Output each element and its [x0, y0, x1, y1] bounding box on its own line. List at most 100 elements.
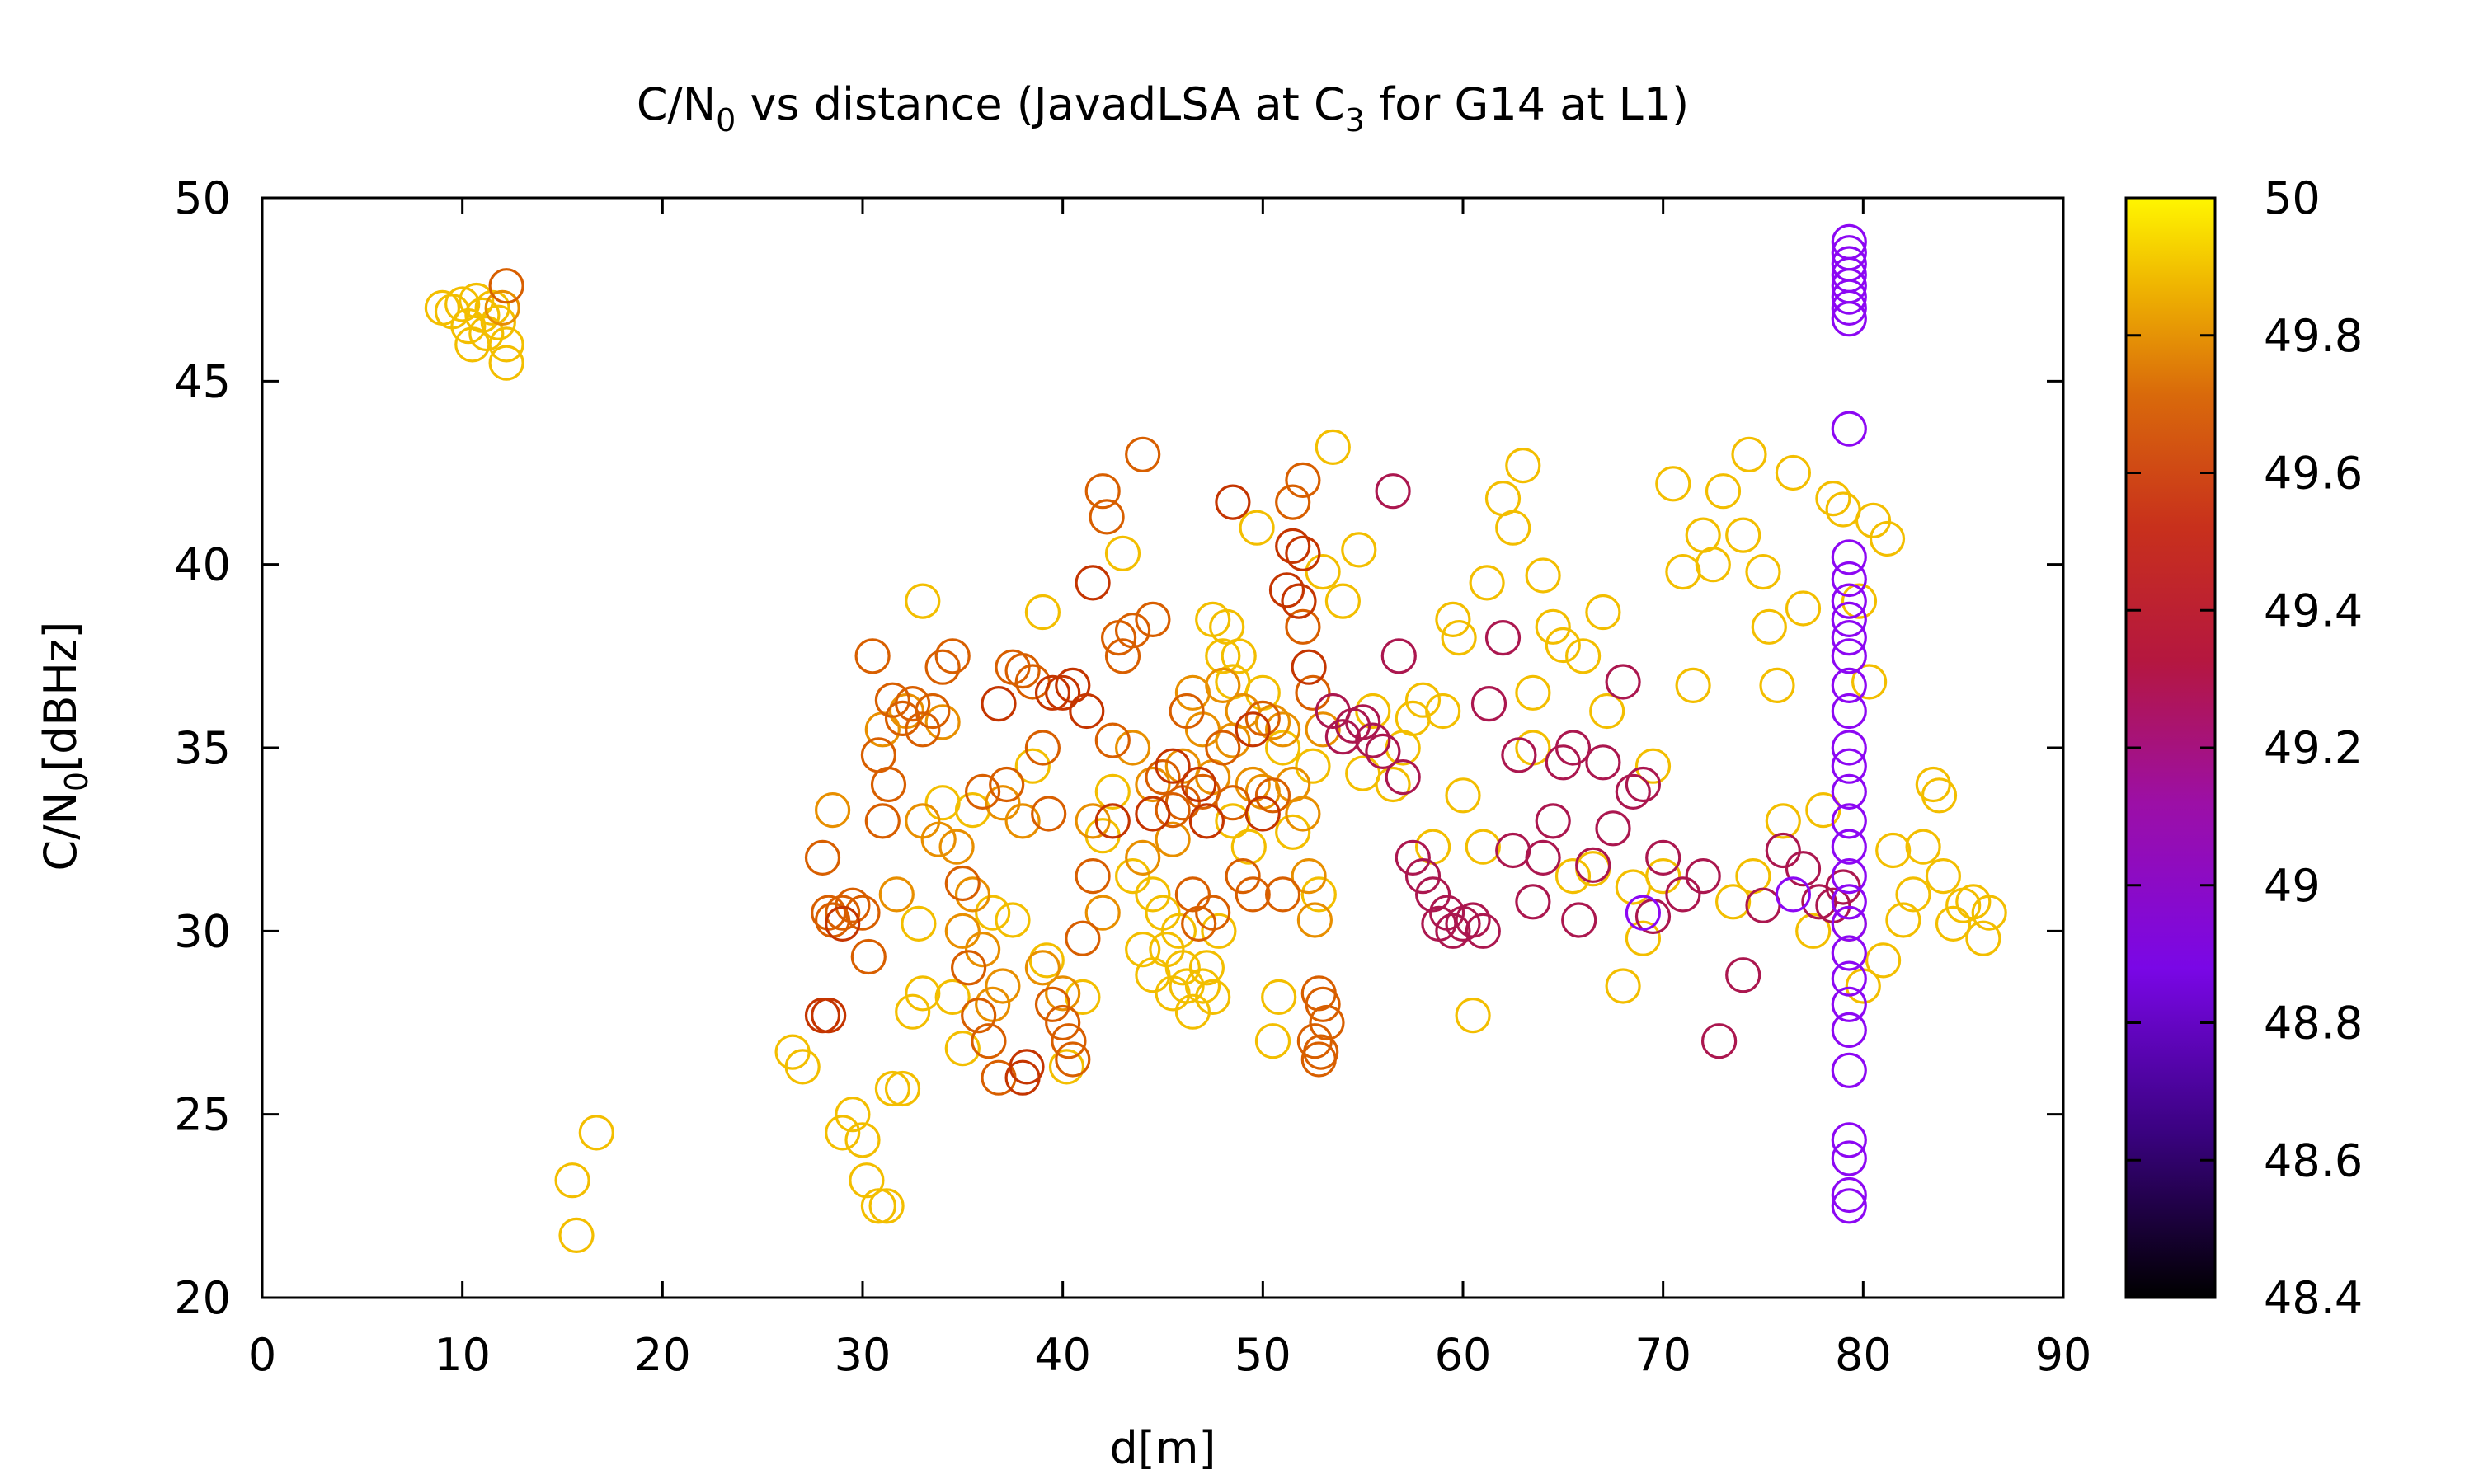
data-point — [1014, 748, 1051, 784]
data-point — [1455, 902, 1491, 938]
data-point — [1295, 674, 1331, 711]
data-point — [1205, 730, 1241, 766]
data-point — [1759, 667, 1795, 704]
data-point — [1104, 638, 1141, 674]
data-point — [944, 913, 981, 949]
data-point — [1465, 913, 1501, 949]
colorbar-tick-label: 50 — [2264, 172, 2321, 224]
data-point — [1785, 590, 1822, 627]
data-point — [950, 950, 987, 986]
data-point — [1244, 700, 1281, 737]
data-point — [995, 902, 1031, 938]
data-point — [1315, 429, 1351, 466]
data-point — [1921, 777, 1958, 814]
data-point — [1365, 733, 1401, 770]
data-point — [924, 649, 961, 685]
data-point — [1841, 583, 1878, 619]
data-point — [1164, 950, 1201, 986]
colorbar-tick-label: 49.4 — [2264, 585, 2363, 636]
data-point — [1285, 796, 1321, 832]
data-point — [1585, 744, 1621, 781]
data-point — [1435, 601, 1471, 638]
data-point — [1831, 829, 1867, 865]
data-point — [1795, 913, 1832, 949]
data-point — [1069, 693, 1105, 730]
data-point — [1174, 674, 1211, 711]
data-point — [1264, 730, 1301, 766]
data-point — [1184, 968, 1221, 1004]
data-point — [1114, 857, 1151, 895]
data-point — [1484, 480, 1522, 517]
data-point — [1615, 773, 1651, 810]
data-point — [1831, 1052, 1867, 1088]
data-point — [1855, 502, 1892, 538]
data-point — [1525, 839, 1561, 876]
data-point — [849, 1162, 885, 1199]
data-point — [1685, 857, 1721, 895]
data-point — [814, 791, 851, 829]
data-point — [1089, 499, 1125, 535]
data-point — [1264, 876, 1301, 913]
data-point — [1515, 674, 1551, 711]
data-point — [1094, 773, 1131, 810]
data-point — [1268, 572, 1305, 608]
data-point — [954, 791, 991, 829]
data-point — [1445, 777, 1481, 814]
data-point — [1155, 791, 1191, 829]
data-point — [1731, 436, 1767, 472]
data-point — [1905, 829, 1941, 865]
data-point — [1831, 601, 1867, 638]
data-point — [1295, 748, 1331, 784]
data-point — [1831, 730, 1867, 766]
colorbar-tick-label: 48.6 — [2264, 1134, 2363, 1186]
data-point — [1575, 847, 1611, 883]
data-point — [1155, 821, 1191, 857]
data-point — [1114, 613, 1151, 649]
data-point — [1695, 547, 1731, 583]
data-point — [1201, 913, 1237, 949]
data-point — [558, 1217, 595, 1254]
data-point — [1296, 902, 1333, 938]
data-point — [1775, 876, 1811, 913]
data-point — [1589, 693, 1625, 730]
y-tick-label: 20 — [174, 1272, 231, 1324]
data-point — [1605, 664, 1641, 700]
data-point — [1675, 667, 1711, 704]
data-point — [1765, 803, 1801, 839]
data-point — [1291, 649, 1327, 685]
data-point — [1188, 950, 1225, 986]
data-point — [1831, 638, 1867, 674]
data-point — [1805, 791, 1841, 829]
data-point — [1515, 884, 1551, 920]
data-point — [924, 704, 961, 740]
data-point — [1275, 814, 1311, 850]
data-point — [1745, 887, 1781, 923]
data-point — [1495, 510, 1531, 546]
data-point — [578, 1115, 614, 1151]
plot-frame — [261, 196, 2065, 1299]
data-point — [1055, 667, 1091, 704]
data-point — [484, 289, 520, 326]
colorbar-ticks: 48.4 48.6 48.8 49 49.2 49.4 49.6 49.8 50 — [2126, 172, 2363, 1324]
x-tick-label: 90 — [2035, 1329, 2092, 1381]
colorbar-tick-label: 49.2 — [2264, 722, 2363, 774]
data-point — [1004, 652, 1041, 689]
data-point — [1775, 454, 1811, 491]
data-point — [971, 1023, 1007, 1059]
data-point — [1051, 1023, 1087, 1059]
data-point — [1831, 884, 1867, 920]
data-point — [1225, 693, 1261, 730]
data-point — [860, 1188, 897, 1224]
data-point — [1745, 553, 1781, 590]
data-point — [1045, 674, 1081, 711]
data-point — [1075, 857, 1111, 895]
data-point — [1341, 532, 1377, 568]
data-point — [1345, 704, 1381, 740]
data-point — [1554, 857, 1592, 895]
y-tick-label: 30 — [174, 905, 231, 957]
data-point — [1291, 857, 1327, 895]
data-point — [1441, 619, 1477, 656]
data-point — [1851, 664, 1888, 700]
data-point — [1655, 466, 1691, 502]
data-point — [1174, 993, 1211, 1030]
